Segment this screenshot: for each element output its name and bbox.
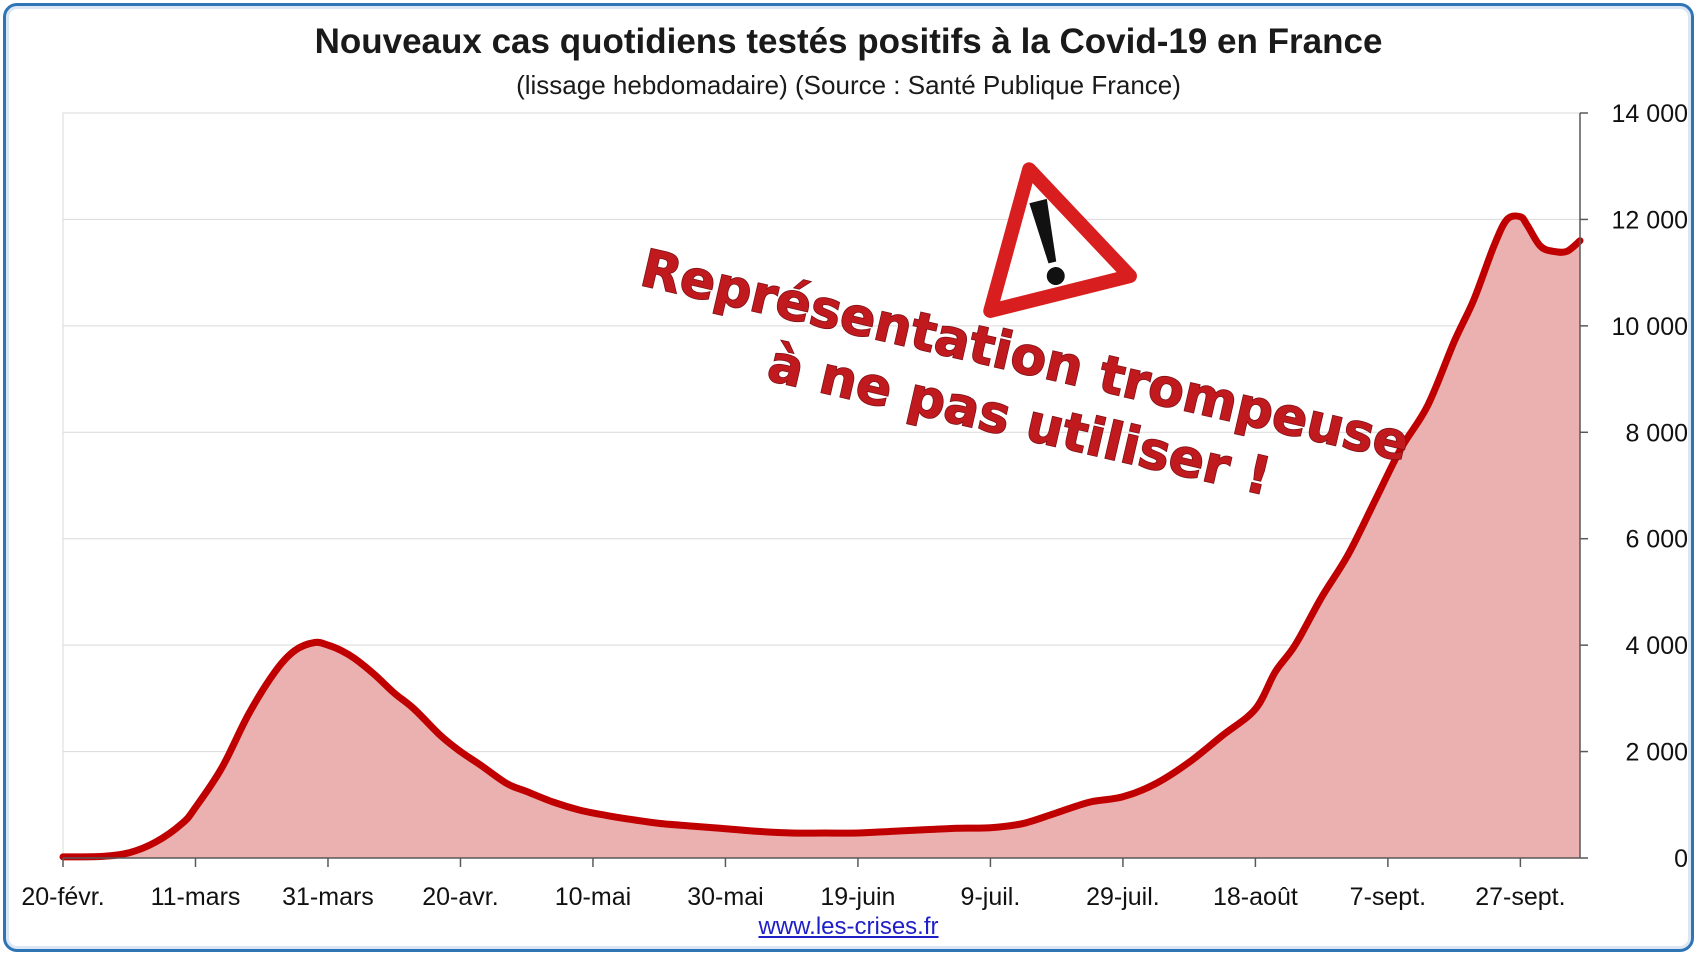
area-series: [59, 212, 1584, 861]
chart-title: Nouveaux cas quotidiens testés positifs …: [314, 22, 1383, 61]
x-tick-label: 27-sept.: [1475, 883, 1565, 911]
x-tick-label: 18-août: [1213, 883, 1298, 911]
x-tick-label: 7-sept.: [1350, 883, 1426, 911]
series-area-fill: [63, 215, 1580, 859]
y-tick-label: 6 000: [1625, 526, 1688, 554]
x-tick-label: 20-avr.: [422, 883, 498, 911]
y-axis-ticks: 0 2 000 4 000 6 000 8 000 10 000 12 000 14 000: [1580, 100, 1688, 873]
series-line: [59, 212, 1584, 861]
x-tick-label: 19-juin: [820, 883, 895, 911]
x-tick-label: 9-juil.: [961, 883, 1021, 911]
y-tick-label: 10 000: [1612, 313, 1688, 341]
source-credit-link[interactable]: www.les-crises.fr: [758, 913, 939, 940]
y-tick-label: 0: [1674, 845, 1688, 873]
x-tick-label: 31-mars: [282, 883, 374, 911]
y-tick-label: 14 000: [1612, 100, 1688, 128]
x-tick-label: 29-juil.: [1086, 883, 1160, 911]
y-tick-label: 12 000: [1612, 206, 1688, 234]
y-tick-label: 4 000: [1625, 632, 1688, 660]
y-tick-label: 8 000: [1625, 419, 1688, 447]
x-tick-label: 11-mars: [151, 883, 241, 911]
y-tick-label: 2 000: [1625, 739, 1688, 767]
x-tick-label: 20-févr.: [21, 883, 104, 911]
x-tick-label: 30-mai: [687, 883, 763, 911]
chart-subtitle: (lissage hebdomadaire) (Source : Santé P…: [516, 70, 1181, 100]
x-tick-label: 10-mai: [555, 883, 631, 911]
x-axis-ticks: 20-févr. 11-mars 31-mars 20-avr. 10-mai 30-ma…: [21, 858, 1566, 911]
warning-triangle-icon: [983, 162, 1137, 318]
axes: [63, 113, 1581, 859]
